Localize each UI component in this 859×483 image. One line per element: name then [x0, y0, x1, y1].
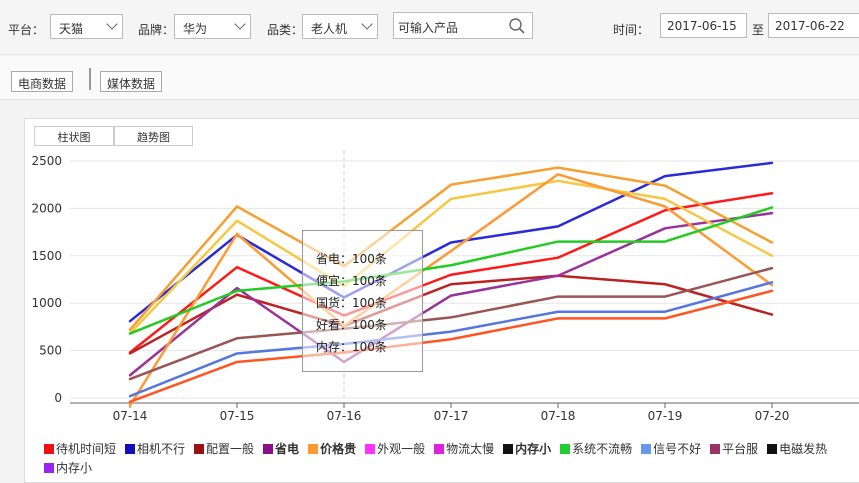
x-tick-label: 07-17: [434, 409, 469, 423]
series-line: [128, 179, 774, 335]
date-from-input[interactable]: 2017-06-15: [660, 13, 747, 38]
x-tick-label: 07-16: [327, 409, 362, 423]
legend-item[interactable]: 相机不行: [125, 440, 185, 459]
legend-swatch: [641, 444, 652, 454]
y-tick-label: 0: [54, 391, 62, 405]
tooltip-item: 省电：100条: [316, 252, 387, 266]
platform-value: 天猫: [59, 22, 84, 36]
tab-divider: [89, 68, 91, 90]
platform-select[interactable]: 天猫: [50, 14, 123, 39]
legend-label: 电磁发热: [779, 442, 828, 456]
series-line: [128, 274, 774, 355]
legend-swatch: [365, 444, 376, 454]
y-tick-label: 1500: [31, 249, 62, 263]
legend-label: 省电: [275, 442, 300, 456]
series-line: [128, 206, 774, 335]
legend-label: 价格贵: [320, 442, 357, 456]
tab-media-data[interactable]: 媒体数据: [100, 71, 163, 92]
y-tick-label: 2500: [31, 154, 62, 168]
legend-label: 内存小: [515, 442, 552, 456]
legend-item[interactable]: 配置一般: [194, 440, 254, 459]
legend-item[interactable]: 价格贵: [308, 440, 356, 459]
legend-swatch: [308, 444, 319, 454]
brand-label: 品牌：: [138, 23, 175, 37]
legend-swatch: [767, 444, 778, 454]
legend-swatch: [194, 444, 205, 454]
search-icon[interactable]: [508, 17, 526, 35]
brand-select[interactable]: 华为: [174, 14, 251, 39]
category-select[interactable]: 老人机: [302, 14, 378, 39]
legend-item[interactable]: 待机时间短: [44, 440, 116, 459]
x-tick-label: 07-18: [541, 409, 576, 423]
tab-trend-chart[interactable]: 趋势图: [114, 126, 193, 146]
legend-label: 待机时间短: [56, 442, 117, 456]
tooltip-item: 好看：100条: [316, 318, 387, 332]
legend-swatch: [44, 463, 54, 473]
y-tick-label: 1000: [31, 296, 62, 310]
legend-item[interactable]: 系统不流畅: [560, 440, 632, 459]
brand-value: 华为: [183, 22, 208, 36]
filter-bar: 平台： 天猫 品牌： 华为 品类： 老人机 可输入产品 时间： 2017-06-…: [0, 0, 859, 55]
date-to-input[interactable]: 2017-06-22: [768, 13, 859, 38]
legend-item[interactable]: 内存小: [503, 440, 551, 459]
legend-item[interactable]: 内存小: [44, 459, 92, 478]
tab-bar-chart[interactable]: 柱状图: [34, 126, 114, 146]
series-line: [128, 173, 774, 407]
legend-label: 平台服: [722, 442, 759, 456]
trend-line-chart: 0 500 1000 1500 2000 2500 07-14 07-15 07-16 07-17…: [31, 150, 859, 423]
legend-swatch: [503, 444, 514, 454]
legend-item[interactable]: 信号不好: [641, 440, 701, 459]
chart-legend: 待机时间短 相机不行 配置一般 省电 价格贵 外观一般 物流太慢 内存小 系统不流畅 信号不好 平台…: [44, 440, 859, 478]
legend-swatch: [434, 444, 445, 454]
series-line: [128, 266, 774, 381]
legend-label: 系统不流畅: [572, 442, 633, 456]
series-line: [128, 211, 774, 377]
legend-item[interactable]: 物流太慢: [434, 440, 494, 459]
legend-label: 内存小: [56, 461, 93, 475]
legend-label: 外观一般: [377, 442, 426, 456]
legend-item[interactable]: 外观一般: [365, 440, 425, 459]
legend-label: 物流太慢: [446, 442, 495, 456]
tooltip-item: 内存：100条: [316, 340, 387, 354]
time-label: 时间：: [613, 23, 650, 37]
legend-item[interactable]: 平台服: [710, 440, 758, 459]
x-tick-label: 07-14: [113, 409, 148, 423]
product-search-placeholder: 可输入产品: [398, 21, 459, 35]
tooltip-item: 便宜：100条: [316, 274, 387, 288]
legend-swatch: [44, 444, 54, 454]
series-line: [128, 281, 774, 398]
legend-label: 信号不好: [653, 442, 702, 456]
chart-tooltip: 省电：100条 便宜：100条 国货：100条 好看：100条 内存：100条: [302, 230, 423, 372]
legend-swatch: [560, 444, 571, 454]
legend-swatch: [125, 444, 136, 454]
y-tick-label: 500: [39, 344, 62, 358]
x-tick-label: 07-15: [220, 409, 255, 423]
series-line: [128, 166, 774, 331]
tab-ecommerce-data[interactable]: 电商数据: [11, 71, 74, 92]
legend-label: 相机不行: [137, 442, 186, 456]
legend-swatch: [263, 444, 274, 454]
legend-item[interactable]: 电磁发热: [767, 440, 827, 459]
data-tabs-bar: 电商数据 媒体数据: [0, 56, 859, 100]
category-label: 品类：: [267, 23, 304, 37]
legend-item[interactable]: 省电: [263, 440, 299, 459]
date-to-label: 至: [752, 23, 765, 37]
series-line: [128, 289, 774, 404]
y-tick-label: 2000: [31, 201, 62, 215]
legend-label: 配置一般: [206, 442, 255, 456]
series-line: [128, 191, 774, 354]
legend-swatch: [710, 444, 721, 454]
platform-label: 平台：: [8, 23, 45, 37]
x-tick-label: 07-19: [648, 409, 683, 423]
product-search-input[interactable]: 可输入产品: [393, 12, 533, 39]
tooltip-item: 国货：100条: [316, 296, 387, 310]
x-tick-label: 07-20: [755, 409, 790, 423]
category-value: 老人机: [311, 22, 348, 36]
